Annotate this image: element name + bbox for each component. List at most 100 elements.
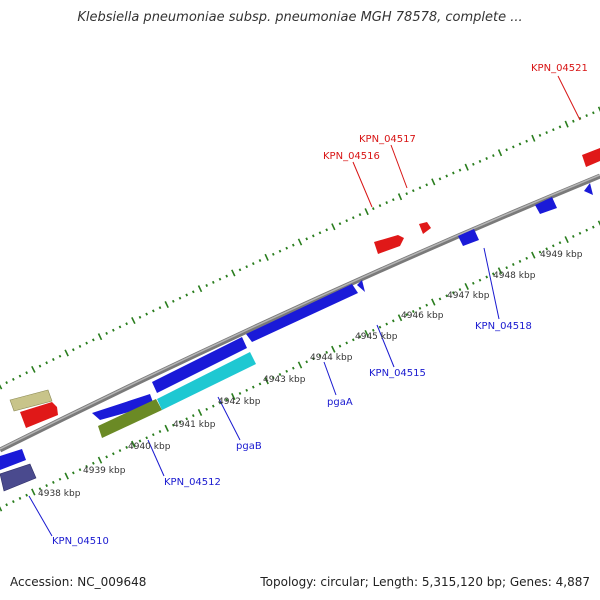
outer-tick-mark bbox=[572, 119, 575, 123]
outer-tick-mark bbox=[138, 315, 142, 319]
scale-label-4944: 4944 kbp bbox=[310, 353, 353, 363]
outer-tick-mark bbox=[105, 331, 109, 335]
outer-tick-mark bbox=[452, 171, 455, 175]
outer-tick-mark bbox=[411, 189, 415, 193]
outer-tick-mark bbox=[111, 328, 115, 332]
outer-tick-mark bbox=[211, 280, 215, 284]
gene-feature-KPN_04516[interactable] bbox=[374, 235, 404, 254]
outer-tick-mark bbox=[478, 159, 482, 163]
outer-tick-mark bbox=[385, 201, 389, 205]
outer-tick-mark bbox=[205, 284, 209, 287]
inner-tick-mark bbox=[318, 354, 322, 357]
gene-feature-KPN_04521[interactable] bbox=[582, 148, 600, 167]
outer-tick-mark bbox=[5, 381, 8, 385]
outer-tick-mark bbox=[485, 157, 488, 160]
gene-feature-pgaB[interactable] bbox=[152, 337, 247, 393]
outer-tick-mark bbox=[185, 293, 189, 297]
gene-labels: KPN_04521 KPN_04517 KPN_04516 KPN_04518 … bbox=[52, 63, 588, 547]
outer-tick-mark bbox=[331, 223, 336, 231]
outer-tick-mark bbox=[125, 322, 128, 326]
scale-label-4943: 4943 kbp bbox=[263, 375, 306, 385]
outer-tick-mark bbox=[178, 296, 182, 300]
gene-feature-KPN_04518[interactable] bbox=[458, 229, 479, 246]
gene-feature-blue-right[interactable] bbox=[535, 197, 557, 214]
gene-feature-red-left[interactable] bbox=[20, 402, 58, 428]
gene-feature-KPN_04517[interactable] bbox=[419, 222, 431, 234]
scale-label-4949: 4949 kbp bbox=[540, 250, 583, 260]
inner-tick-mark bbox=[72, 471, 75, 475]
gene-label-KPN_04518[interactable]: KPN_04518 bbox=[475, 321, 532, 332]
outer-tick-mark bbox=[225, 274, 229, 278]
outer-tick-mark bbox=[358, 213, 362, 217]
inner-tick-mark bbox=[291, 366, 295, 370]
gene-label-pgaB[interactable]: pgaB bbox=[236, 441, 262, 452]
inner-tick-mark bbox=[218, 401, 222, 405]
outer-tick-mark bbox=[58, 354, 62, 358]
outer-tick-mark bbox=[397, 193, 403, 201]
gene-label-KPN_04521[interactable]: KPN_04521 bbox=[531, 63, 588, 74]
inner-tick-mark bbox=[51, 480, 55, 484]
genome-backbone-highlight bbox=[0, 174, 600, 450]
outer-tick-mark bbox=[445, 174, 449, 178]
inner-tick-mark bbox=[58, 477, 62, 481]
gene-feature-KPN_04512[interactable] bbox=[92, 394, 154, 420]
gene-feature-slate[interactable] bbox=[0, 463, 37, 492]
inner-tick-mark bbox=[471, 281, 475, 285]
outer-tick-mark bbox=[425, 183, 429, 187]
gene-feature-pgaA[interactable] bbox=[246, 284, 358, 342]
gene-label-KPN_04510[interactable]: KPN_04510 bbox=[52, 536, 109, 547]
outer-tick-mark bbox=[297, 238, 303, 246]
outer-tick-mark bbox=[158, 306, 162, 310]
outer-tick-mark bbox=[497, 149, 503, 157]
inner-tick-mark bbox=[197, 408, 203, 416]
inner-tick-mark bbox=[231, 393, 236, 401]
inner-tick-mark bbox=[125, 445, 129, 449]
gene-feature-khaki[interactable] bbox=[9, 389, 53, 412]
outer-tick-mark bbox=[345, 219, 349, 223]
outer-tick-mark bbox=[338, 222, 342, 226]
gene-features[interactable] bbox=[0, 148, 600, 492]
gene-label-pgaA[interactable]: pgaA bbox=[327, 397, 353, 408]
outer-tick-mark bbox=[505, 148, 508, 152]
scale-labels: 4938 kbp 4939 kbp 4940 kbp 4941 kbp 4942… bbox=[38, 250, 583, 499]
inner-tick-mark bbox=[131, 440, 136, 448]
inner-tick-mark bbox=[245, 388, 249, 392]
outer-tick-mark bbox=[218, 277, 222, 281]
inner-tick-mark bbox=[364, 329, 369, 338]
inner-tick-mark bbox=[251, 385, 255, 389]
gene-feature-KPN_04510[interactable] bbox=[0, 449, 26, 470]
inner-tick-mark bbox=[485, 275, 489, 279]
gene-label-KPN_04516[interactable]: KPN_04516 bbox=[323, 151, 380, 162]
inner-tick-mark bbox=[11, 500, 15, 504]
scale-label-4948: 4948 kbp bbox=[493, 271, 536, 281]
gene-feature-cyan[interactable] bbox=[157, 352, 256, 410]
inner-tick-mark bbox=[558, 241, 562, 245]
gene-label-KPN_04512[interactable]: KPN_04512 bbox=[164, 477, 221, 488]
inner-tick-mark bbox=[597, 220, 600, 226]
inner-tick-mark bbox=[138, 439, 142, 443]
inner-tick-mark bbox=[397, 314, 403, 322]
inner-tick-mark bbox=[497, 267, 503, 275]
inner-tick-mark bbox=[297, 361, 303, 369]
outer-tick-mark bbox=[38, 364, 42, 368]
inner-tick-mark bbox=[285, 369, 289, 373]
label-connectors bbox=[28, 75, 581, 537]
gene-label-KPN_04515[interactable]: KPN_04515 bbox=[369, 368, 426, 379]
outer-tick-mark bbox=[171, 299, 175, 303]
inner-tick-mark bbox=[38, 487, 42, 491]
gene-label-KPN_04517[interactable]: KPN_04517 bbox=[359, 134, 416, 145]
inner-tick-mark bbox=[171, 423, 175, 427]
inner-tick-mark bbox=[264, 377, 269, 385]
scale-label-4947: 4947 kbp bbox=[447, 291, 490, 301]
gene-feature-blue-edge[interactable] bbox=[584, 183, 593, 195]
scale-label-4939: 4939 kbp bbox=[83, 466, 126, 476]
gene-feature-olive[interactable] bbox=[98, 399, 162, 438]
outer-tick-mark bbox=[564, 120, 569, 128]
outer-tick-mark bbox=[472, 162, 475, 166]
inner-tick-mark bbox=[158, 430, 162, 433]
inner-tick-mark bbox=[5, 503, 9, 507]
inner-tick-mark bbox=[25, 493, 29, 497]
scale-label-4942: 4942 kbp bbox=[218, 397, 261, 407]
gene-feature-KPN_04515[interactable] bbox=[357, 280, 365, 292]
